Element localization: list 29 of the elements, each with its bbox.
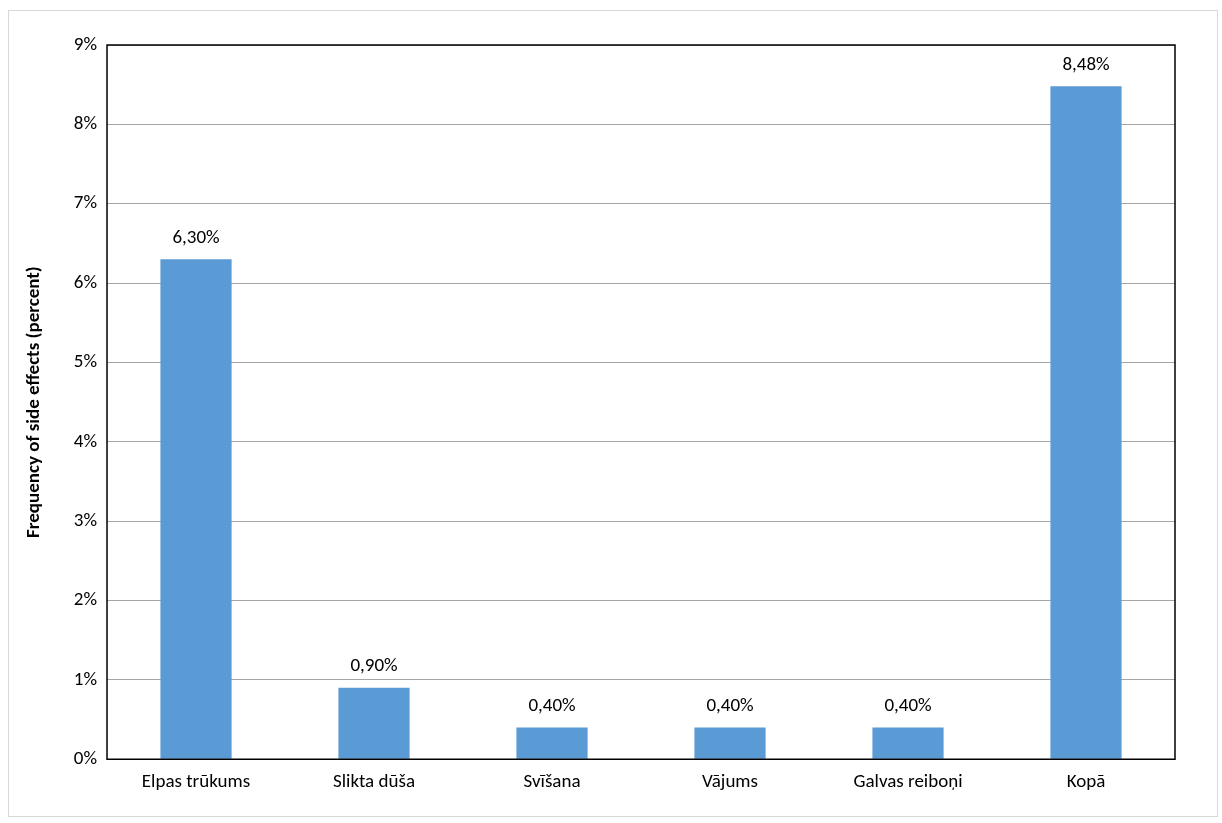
data-label: 0,40% (884, 692, 932, 716)
x-tick-label: Galvas reiboņi (853, 769, 963, 793)
x-tick-label: Slikta dūša (332, 769, 416, 793)
y-axis-title: Frequency of side effects (percent) (21, 266, 45, 538)
y-tick-label: 5% (73, 349, 98, 373)
data-label: 0,90% (350, 653, 398, 677)
bar (872, 727, 944, 759)
y-tick-label: 4% (73, 428, 98, 452)
y-tick-label: 7% (73, 190, 98, 214)
y-tick-label: 6% (73, 269, 98, 293)
y-tick-label: 0% (73, 745, 98, 769)
data-label: 0,40% (706, 692, 754, 716)
y-tick-label: 8% (73, 111, 98, 135)
data-label: 0,40% (528, 692, 576, 716)
x-tick-label: Svīšana (523, 769, 581, 793)
y-tick-label: 9% (73, 31, 98, 55)
x-tick-label: Kopā (1066, 769, 1106, 793)
data-label: 6,30% (172, 224, 220, 248)
bar (160, 259, 232, 759)
x-tick-label: Elpas trūkums (141, 769, 251, 793)
bar (516, 727, 588, 759)
bar (694, 727, 766, 759)
bar (338, 687, 410, 759)
data-label: 8,48% (1062, 51, 1110, 75)
bar (1050, 86, 1122, 759)
y-tick-label: 3% (73, 507, 98, 531)
x-tick-label: Vājums (702, 769, 758, 793)
y-tick-label: 2% (73, 587, 98, 611)
y-tick-label: 1% (73, 666, 98, 690)
